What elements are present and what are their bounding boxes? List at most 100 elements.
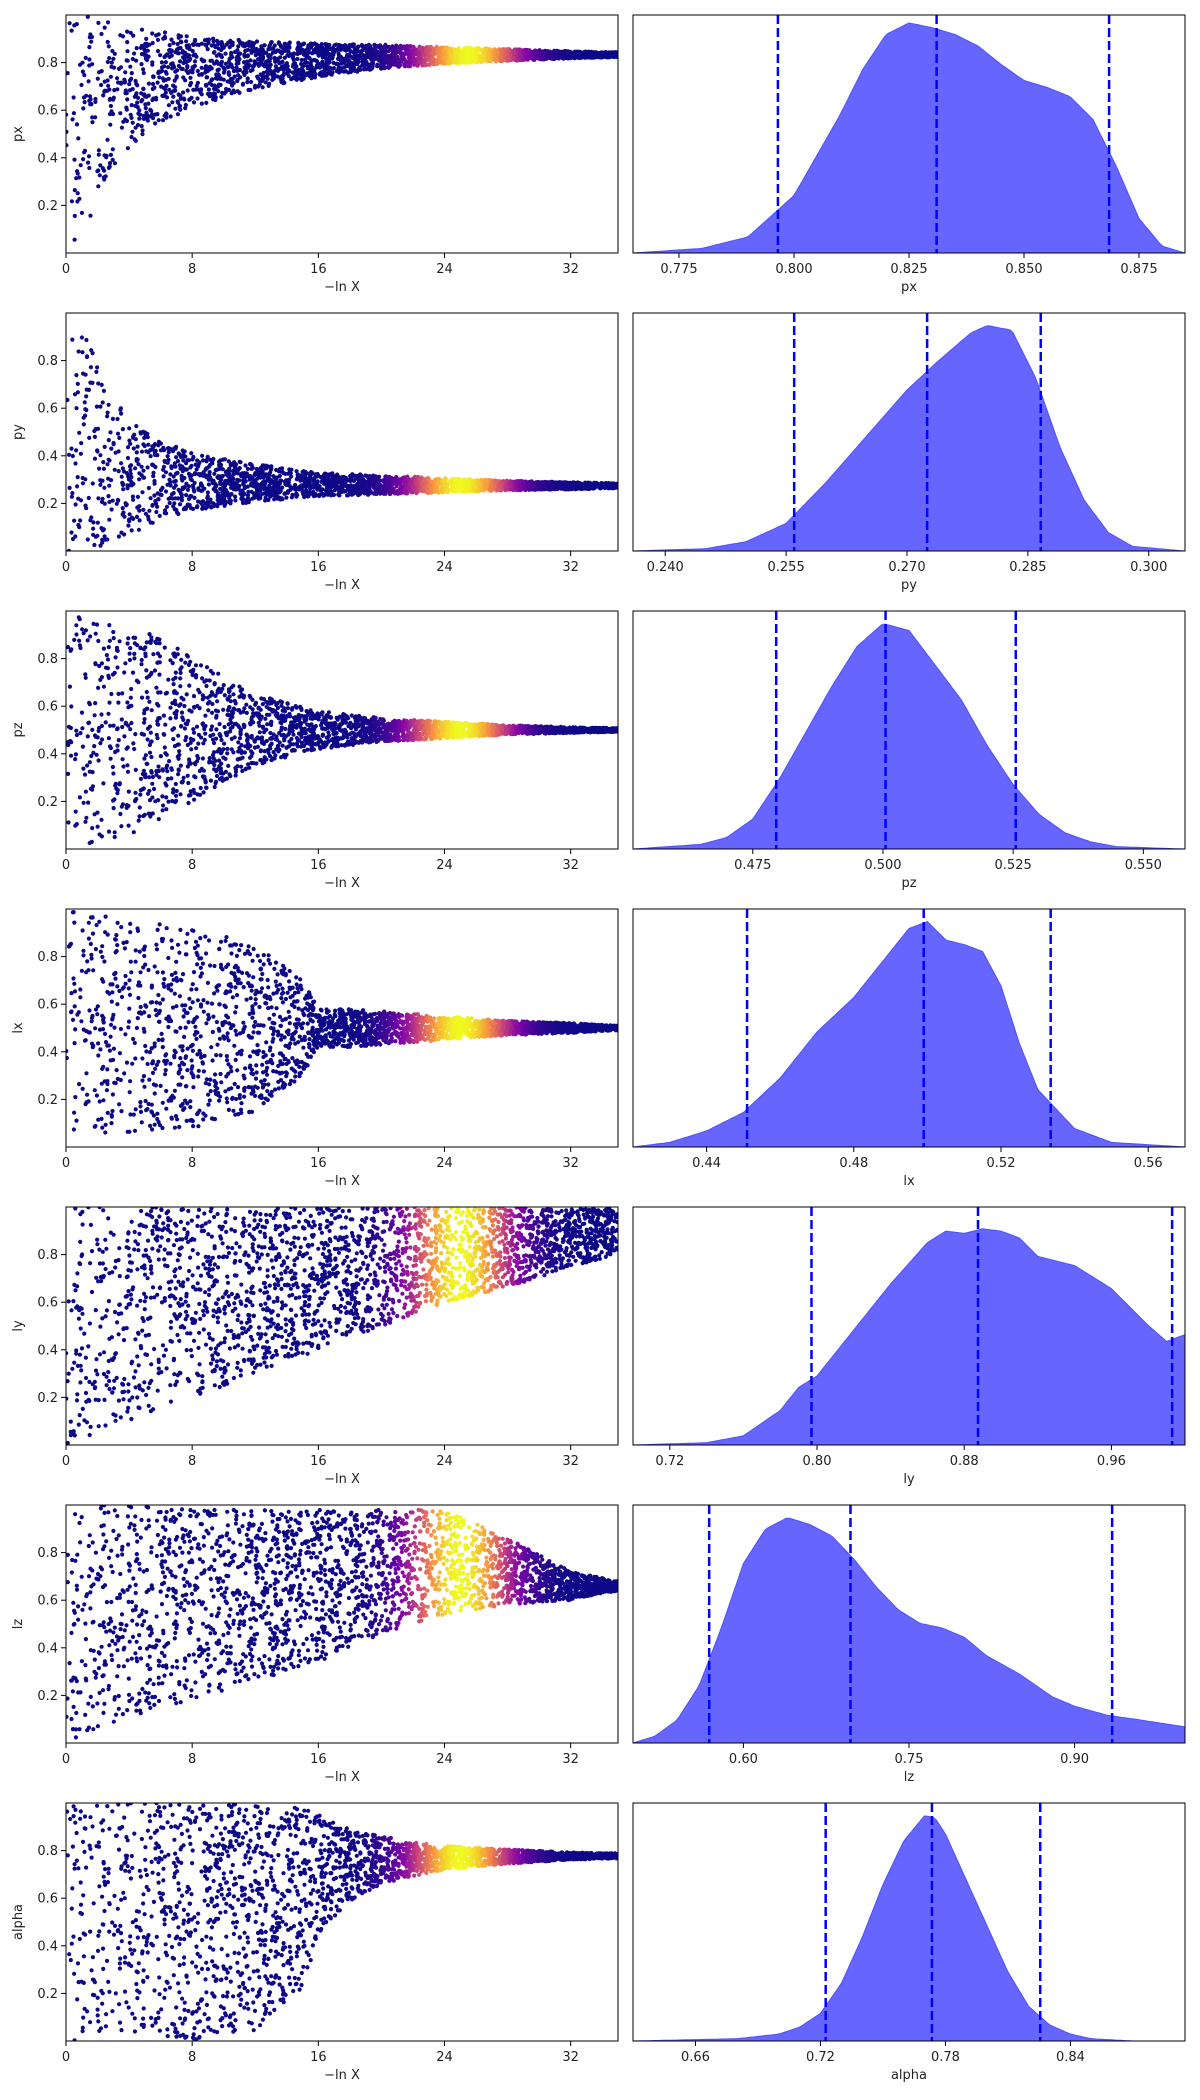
sample-point — [305, 64, 311, 69]
sample-point — [414, 481, 419, 486]
sample-point — [146, 485, 151, 491]
sample-point — [266, 83, 271, 88]
sample-point — [226, 87, 232, 92]
sample-point — [357, 473, 362, 478]
sample-point — [96, 148, 101, 153]
sample-point — [168, 114, 173, 119]
sample-point — [396, 490, 401, 495]
sample-point — [190, 70, 195, 75]
sample-point — [84, 337, 89, 343]
sample-point — [254, 466, 259, 472]
sample-point — [79, 441, 84, 446]
sample-point — [537, 50, 542, 56]
sample-point — [381, 484, 386, 489]
sample-point — [314, 58, 319, 63]
ytick-label: 0.4 — [37, 151, 58, 166]
sample-point — [181, 458, 186, 463]
sample-point — [301, 68, 306, 74]
sample-point — [272, 497, 277, 502]
sample-point — [118, 111, 123, 116]
sample-point — [243, 48, 248, 54]
sample-point — [134, 91, 139, 96]
sample-point — [80, 475, 85, 481]
sample-point — [108, 152, 113, 157]
sample-point — [196, 486, 201, 491]
sample-point — [137, 471, 142, 476]
sample-point — [95, 533, 100, 538]
sample-point — [150, 40, 155, 46]
sample-point — [66, 452, 72, 457]
sample-point — [184, 493, 189, 498]
sample-point — [202, 486, 207, 491]
sample-point — [563, 52, 568, 57]
sample-point — [156, 118, 161, 123]
sample-point — [199, 101, 204, 106]
sample-point — [105, 59, 110, 65]
sample-point — [221, 45, 226, 50]
sample-point — [152, 85, 157, 90]
sample-point — [325, 492, 330, 497]
sample-point — [88, 102, 93, 107]
sample-point — [147, 114, 152, 119]
sample-point — [357, 65, 362, 70]
sample-point — [324, 489, 329, 494]
sample-point — [299, 47, 304, 52]
sample-point — [214, 59, 219, 64]
sample-point — [242, 492, 247, 497]
sample-point — [284, 495, 289, 500]
sample-point — [351, 63, 356, 68]
sample-point — [535, 54, 540, 60]
sample-point — [220, 90, 225, 95]
sample-point — [390, 57, 395, 62]
sample-point — [304, 489, 309, 494]
sample-point — [183, 102, 188, 108]
sample-point — [241, 478, 246, 483]
sample-point — [155, 37, 161, 43]
sample-point — [379, 47, 384, 52]
sample-point — [359, 476, 364, 481]
sample-point — [203, 66, 208, 71]
sample-point — [223, 61, 228, 66]
sample-point — [267, 55, 272, 60]
sample-point — [245, 65, 250, 70]
sample-point — [166, 103, 171, 108]
sample-point — [102, 444, 107, 449]
sample-point — [108, 430, 113, 435]
sample-point — [237, 466, 242, 471]
trace-panel-py: 0.20.40.60.80 8 16 24 32−ln Xpy — [11, 312, 619, 593]
sample-point — [127, 438, 132, 443]
sample-point — [219, 94, 224, 99]
sample-point — [155, 504, 160, 509]
sample-point — [608, 54, 614, 59]
sample-point — [368, 67, 373, 72]
sample-point — [100, 496, 105, 501]
sample-point — [552, 56, 557, 61]
sample-point — [345, 44, 350, 50]
sample-point — [499, 48, 504, 53]
sample-point — [368, 489, 373, 494]
sample-point — [442, 49, 447, 54]
sample-point — [204, 459, 209, 464]
sample-point — [348, 475, 353, 480]
sample-point — [327, 46, 332, 52]
scatter-points-px — [66, 15, 618, 242]
sample-point — [75, 484, 80, 489]
sample-point — [164, 71, 169, 76]
sample-point — [568, 49, 573, 55]
sample-point — [177, 502, 183, 507]
sample-point — [140, 490, 145, 495]
sample-point — [294, 469, 299, 474]
sample-point — [500, 57, 505, 62]
sample-point — [494, 57, 499, 62]
sample-point — [306, 43, 311, 48]
sample-point — [307, 476, 312, 481]
sample-point — [563, 48, 568, 54]
sample-point — [134, 46, 139, 51]
sample-point — [131, 33, 136, 38]
sample-point — [332, 488, 337, 493]
sample-point — [434, 61, 440, 66]
sample-point — [150, 116, 156, 121]
sample-point — [167, 43, 172, 48]
sample-point — [228, 62, 233, 67]
sample-point — [199, 72, 204, 77]
